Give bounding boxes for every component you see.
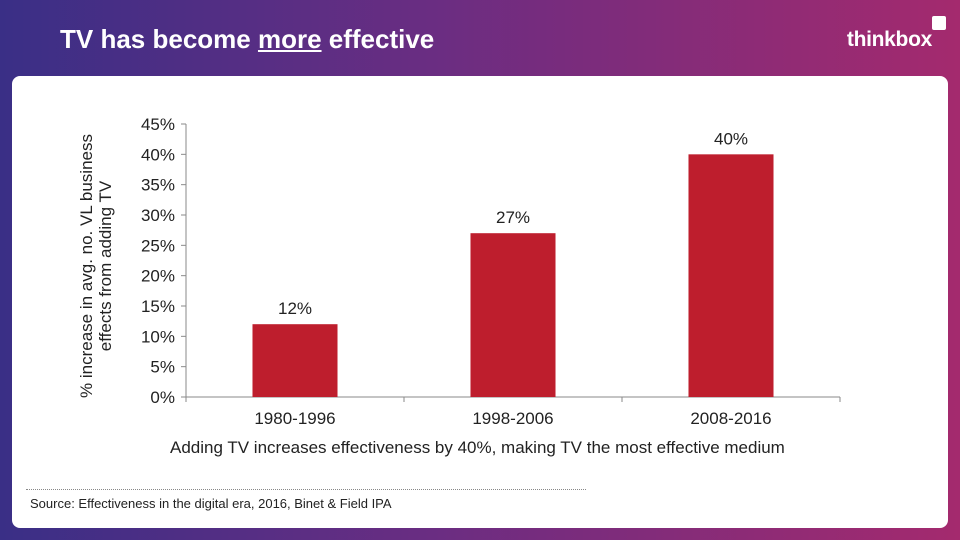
source-divider bbox=[26, 489, 586, 490]
y-axis-title: % increase in avg. no. VL businesseffect… bbox=[77, 134, 115, 398]
bar-data-label: 40% bbox=[714, 129, 748, 148]
bar bbox=[688, 154, 774, 397]
logo-text: thinkbox bbox=[846, 28, 932, 51]
title-text-start: TV has become bbox=[60, 24, 258, 54]
title-emphasis: more bbox=[257, 24, 322, 54]
bar bbox=[252, 324, 338, 397]
x-tick-label: 2008-2016 bbox=[690, 409, 771, 428]
thinkbox-logo: thinkbox bbox=[846, 16, 946, 52]
x-axis: 1980-1996 1998-2006 2008-2016 bbox=[185, 396, 841, 428]
bar bbox=[470, 233, 556, 397]
y-tick-label: 10% bbox=[141, 327, 175, 346]
y-tick-label: 15% bbox=[141, 297, 175, 316]
y-tick-label: 0% bbox=[150, 388, 175, 407]
bar-data-label: 12% bbox=[278, 299, 312, 318]
chart-caption: Adding TV increases effectiveness by 40%… bbox=[170, 438, 785, 457]
y-tick-label: 30% bbox=[141, 206, 175, 225]
title-text-end: effective bbox=[321, 24, 435, 54]
bar-data-label: 27% bbox=[496, 208, 530, 227]
x-tick-label: 1980-1996 bbox=[254, 409, 335, 428]
y-tick-label: 20% bbox=[141, 267, 175, 286]
y-tick-label: 25% bbox=[141, 236, 175, 255]
source-note: Source: Effectiveness in the digital era… bbox=[30, 496, 392, 511]
y-axis-title-line: effects from adding TV bbox=[96, 180, 115, 351]
x-tick-label: 1998-2006 bbox=[472, 409, 553, 428]
y-tick-label: 45% bbox=[141, 115, 175, 134]
y-axis: 0% 5% 10% 15% 20% 25% 30% 35% 40% 45% bbox=[141, 115, 187, 407]
slide-title: TV has become more effective bbox=[60, 24, 434, 55]
y-tick-label: 35% bbox=[141, 176, 175, 195]
y-tick-label: 5% bbox=[150, 358, 175, 377]
logo-square-icon bbox=[932, 16, 946, 30]
y-axis-title-line: % increase in avg. no. VL business bbox=[77, 134, 96, 398]
bars: 12% 27% 40% bbox=[252, 129, 774, 397]
y-tick-label: 40% bbox=[141, 145, 175, 164]
